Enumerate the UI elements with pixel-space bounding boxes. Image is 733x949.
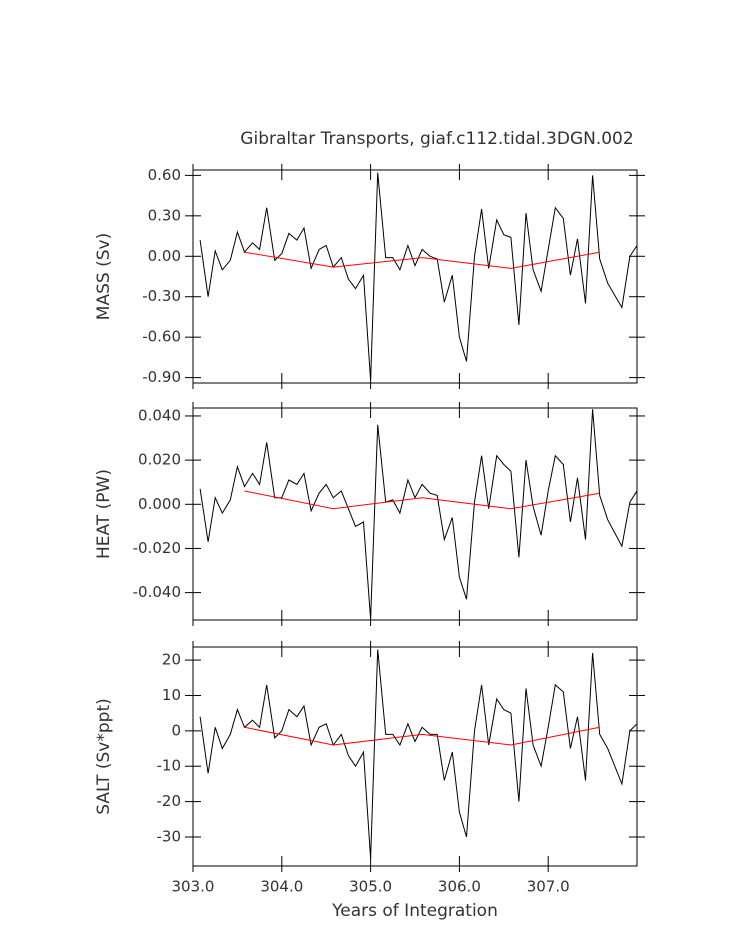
y-tick-label: 0.60	[148, 166, 181, 184]
y-tick-label: -0.90	[142, 368, 181, 386]
plot-frame	[192, 407, 638, 621]
y-tick-label: 0.020	[138, 451, 181, 469]
y-tick-label: 0	[171, 721, 181, 739]
y-tick-label: 0.040	[138, 406, 181, 424]
y-axis-label: HEAT (PW)	[94, 469, 114, 559]
y-tick-label: -10	[157, 757, 182, 775]
x-tick-label: 305.0	[349, 878, 392, 896]
y-tick-label: 0.00	[148, 247, 181, 265]
x-axis-label: Years of Integration	[331, 901, 498, 921]
series-line	[244, 726, 600, 746]
y-tick-label: -30	[157, 827, 182, 845]
plot-frame	[192, 646, 638, 867]
series-line	[244, 251, 600, 269]
y-axis-label: SALT (Sv*ppt)	[94, 698, 114, 815]
series-line	[244, 490, 600, 510]
series-line	[199, 649, 638, 859]
y-tick-label: -20	[157, 792, 182, 810]
y-tick-label: -0.30	[142, 287, 181, 305]
plot-frame	[192, 169, 638, 384]
y-tick-label: 0.30	[148, 206, 181, 224]
x-tick-label: 304.0	[260, 878, 303, 896]
x-tick-label: 307.0	[527, 878, 570, 896]
series-line	[199, 409, 638, 620]
series-line	[199, 172, 638, 381]
y-tick-label: -0.040	[133, 583, 181, 601]
y-tick-label: 0.000	[138, 495, 181, 513]
x-tick-label: 306.0	[438, 878, 481, 896]
y-tick-label: 20	[162, 651, 181, 669]
y-tick-label: 10	[162, 686, 181, 704]
y-tick-label: -0.60	[142, 328, 181, 346]
y-axis-label: MASS (Sv)	[94, 233, 114, 320]
y-tick-label: -0.020	[133, 539, 181, 557]
x-tick-label: 303.0	[172, 878, 215, 896]
chart-title: Gibraltar Transports, giaf.c112.tidal.3D…	[240, 129, 633, 149]
